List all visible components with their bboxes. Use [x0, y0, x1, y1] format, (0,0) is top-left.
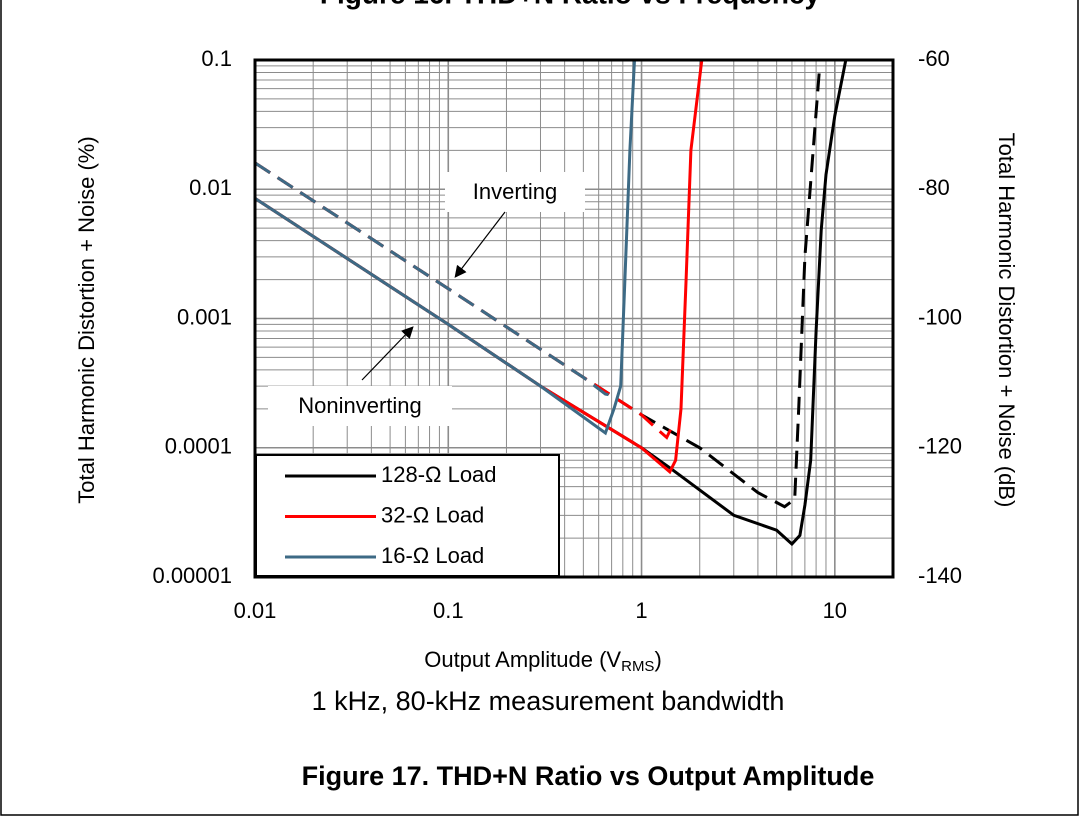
- inverting-line: [254, 72, 821, 509]
- annotation: Inverting: [473, 179, 557, 204]
- y2-tick-label: -120: [918, 434, 962, 459]
- series-lines: [254, 59, 848, 547]
- annotation-arrow: [361, 326, 414, 381]
- previous-title: Figure 16. THD+N Ratio vs Frequency: [320, 0, 821, 9]
- x-tick-label: 10: [823, 598, 847, 623]
- legend: 128-Ω Load 32-Ω Load 16-Ω Load: [255, 454, 560, 577]
- x-label-end: ): [654, 647, 661, 672]
- noninverting-line: [254, 59, 636, 436]
- annotation-arrow: [454, 211, 506, 278]
- plot-frame: [253, 58, 895, 579]
- y-tick-label: 0.1: [201, 46, 232, 71]
- x-tick-label: 0.1: [433, 598, 464, 623]
- annotation: Noninverting: [298, 393, 422, 418]
- inverting-line: [254, 161, 618, 398]
- y2-tick-label: -60: [918, 46, 950, 71]
- y-tick-label: 0.00001: [152, 563, 232, 588]
- x-tick-label: 0.01: [234, 598, 277, 623]
- x-label-text: Output Amplitude (V: [424, 647, 621, 672]
- legend-label: 16-Ω Load: [381, 543, 484, 568]
- y2-axis-label: Total Harmonic Distortion + Noise (dB): [994, 133, 1019, 508]
- annotation-box: [445, 172, 585, 212]
- legend-label: 32-Ω Load: [381, 502, 484, 527]
- y2-tick-label: -100: [918, 304, 962, 329]
- y-tick-label: 0.01: [189, 175, 232, 200]
- y-tick-label: 0.0001: [165, 434, 232, 459]
- annotation-box: [268, 386, 452, 426]
- y-axis-label: Total Harmonic Distortion + Noise (%): [74, 136, 99, 503]
- legend-label: 128-Ω Load: [381, 462, 497, 487]
- x-tick-label: 1: [635, 598, 647, 623]
- x-label-sub: RMS: [621, 658, 654, 675]
- y2-tick-label: -140: [918, 563, 962, 588]
- chart-title: Figure 17. THD+N Ratio vs Output Amplitu…: [302, 761, 875, 791]
- subtitle: 1 kHz, 80-kHz measurement bandwidth: [312, 686, 785, 716]
- y2-tick-label: -80: [918, 175, 950, 200]
- y-tick-label: 0.001: [177, 304, 232, 329]
- x-axis-label: Output Amplitude (VRMS): [424, 647, 662, 675]
